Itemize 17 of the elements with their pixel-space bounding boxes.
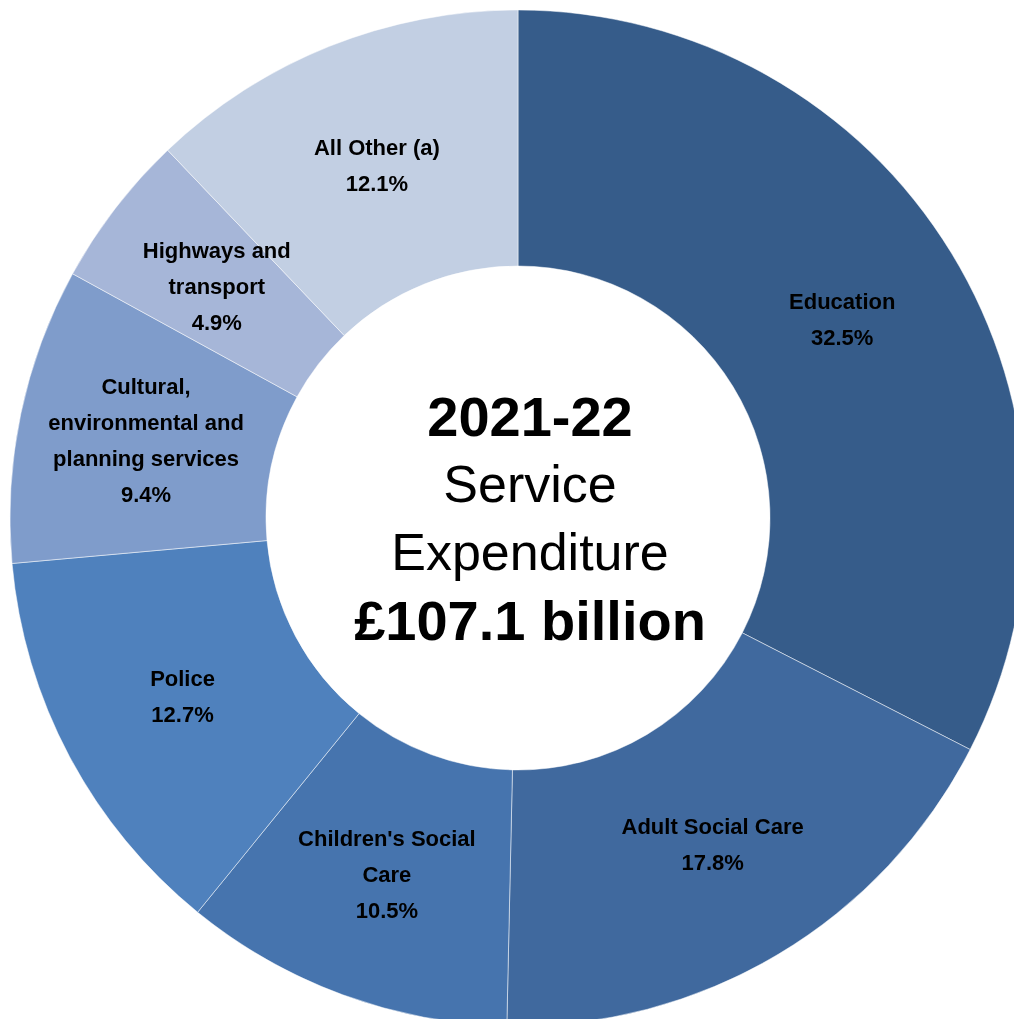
data-label: 12.7% <box>151 702 214 728</box>
slice-label: Highways and transport <box>142 238 291 300</box>
slice-label: Education <box>789 289 896 315</box>
slice-label: Police <box>150 666 215 692</box>
slice-label: All Other (a) <box>313 134 440 160</box>
data-label: 9.4% <box>120 481 172 507</box>
data-label: 4.9% <box>191 310 242 336</box>
data-label: 17.8% <box>681 850 744 876</box>
text: Service Expenditure <box>391 455 669 582</box>
text: £107.1 billion <box>354 588 706 652</box>
slice-label: Cultural, environmental and planning services <box>48 373 244 471</box>
text: 2021-22 <box>427 384 633 448</box>
data-label: 32.5% <box>811 325 874 351</box>
slice-label: Children's Social Care <box>298 826 476 888</box>
data-label: 10.5% <box>355 898 419 924</box>
data-label: 12.1% <box>345 170 409 196</box>
slice-label: Adult Social Care <box>621 814 804 840</box>
